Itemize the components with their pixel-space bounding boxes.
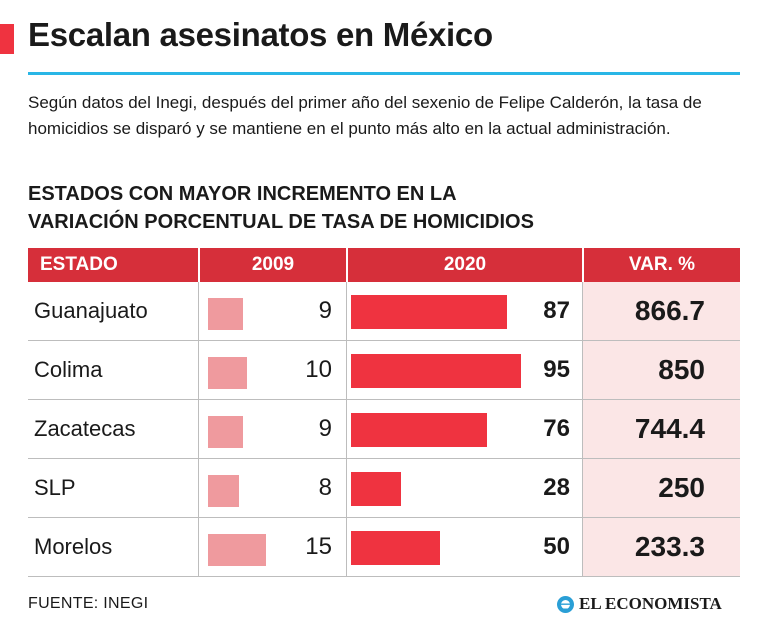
value-2009: 8 bbox=[318, 474, 332, 501]
column-divider bbox=[346, 400, 347, 458]
table-header: ESTADO 2009 2020 VAR. % bbox=[28, 248, 740, 282]
variation-cell bbox=[583, 518, 740, 576]
table-row: Morelos 15 50 233.3 bbox=[28, 518, 740, 577]
column-divider bbox=[198, 459, 199, 517]
value-2020: 95 bbox=[543, 356, 570, 383]
column-divider bbox=[582, 459, 583, 517]
publisher-logo: EL ECONOMISTA bbox=[557, 592, 722, 616]
table-row: Colima 10 95 850 bbox=[28, 341, 740, 400]
column-header-2020: 2020 bbox=[346, 248, 582, 282]
chart-heading: ESTADOS CON MAYOR INCREMENTO EN LA VARIA… bbox=[28, 180, 534, 236]
variation-value: 250 bbox=[658, 472, 705, 503]
subtitle: Según datos del Inegi, después del prime… bbox=[28, 93, 702, 138]
chart-heading-line-1: ESTADOS CON MAYOR INCREMENTO EN LA bbox=[28, 183, 457, 205]
chart-heading-line-2: VARIACIÓN PORCENTUAL DE TASA DE HOMICIDI… bbox=[28, 211, 534, 233]
column-divider bbox=[582, 400, 583, 458]
column-divider bbox=[346, 282, 347, 340]
state-name: Morelos bbox=[34, 534, 113, 559]
variation-cell bbox=[583, 282, 740, 340]
bar-2020 bbox=[351, 413, 487, 447]
value-2020: 87 bbox=[543, 297, 570, 324]
value-2020: 28 bbox=[543, 474, 570, 501]
column-divider bbox=[582, 341, 583, 399]
source-note: FUENTE: INEGI bbox=[28, 595, 149, 612]
value-2009: 9 bbox=[318, 415, 332, 442]
bar-2009 bbox=[208, 475, 239, 507]
logo-icon bbox=[557, 595, 574, 613]
bar-2020 bbox=[351, 354, 521, 388]
state-name: Zacatecas bbox=[34, 416, 136, 441]
bar-2009 bbox=[208, 416, 243, 448]
state-name: Guanajuato bbox=[34, 298, 148, 323]
table-row: Zacatecas 9 76 744.4 bbox=[28, 400, 740, 459]
value-2020: 50 bbox=[543, 533, 570, 560]
column-divider bbox=[346, 459, 347, 517]
table-row: SLP 8 28 250 bbox=[28, 459, 740, 518]
state-name: SLP bbox=[34, 475, 76, 500]
variation-value: 866.7 bbox=[634, 295, 705, 326]
bar-2020 bbox=[351, 472, 402, 506]
title-accent-bar bbox=[0, 24, 14, 54]
column-divider bbox=[198, 518, 199, 576]
table-row: Guanajuato 9 87 866.7 bbox=[28, 282, 740, 341]
variation-value: 233.3 bbox=[634, 531, 705, 562]
column-divider bbox=[582, 518, 583, 576]
bar-2009 bbox=[208, 298, 243, 330]
logo-text: EL ECONOMISTA bbox=[579, 594, 722, 613]
value-2020: 76 bbox=[543, 415, 570, 442]
column-header-var: VAR. % bbox=[582, 248, 740, 282]
homicide-table: ESTADO 2009 2020 VAR. % Guanajuato 9 87 866… bbox=[28, 248, 740, 577]
table-body: Guanajuato 9 87 866.7 Colima 10 95 850 Zacatecas… bbox=[28, 282, 740, 577]
value-2009: 15 bbox=[305, 533, 332, 560]
column-divider bbox=[346, 518, 347, 576]
variation-cell bbox=[583, 459, 740, 517]
column-divider bbox=[198, 341, 199, 399]
bar-2020 bbox=[351, 531, 441, 565]
column-divider bbox=[198, 400, 199, 458]
column-divider bbox=[582, 282, 583, 340]
bar-2009 bbox=[208, 357, 247, 389]
column-header-estado: ESTADO bbox=[40, 254, 118, 275]
bar-2009 bbox=[208, 534, 266, 566]
bar-2020 bbox=[351, 295, 507, 329]
variation-cell bbox=[583, 400, 740, 458]
page-title: Escalan asesinatos en México bbox=[28, 16, 493, 53]
column-divider bbox=[198, 282, 199, 340]
title-divider bbox=[28, 72, 740, 75]
variation-value: 744.4 bbox=[634, 413, 705, 444]
value-2009: 10 bbox=[305, 356, 332, 383]
column-divider bbox=[346, 341, 347, 399]
value-2009: 9 bbox=[318, 297, 332, 324]
column-header-2009: 2009 bbox=[198, 248, 346, 282]
variation-value: 850 bbox=[658, 354, 705, 385]
state-name: Colima bbox=[34, 357, 103, 382]
variation-cell bbox=[583, 341, 740, 399]
